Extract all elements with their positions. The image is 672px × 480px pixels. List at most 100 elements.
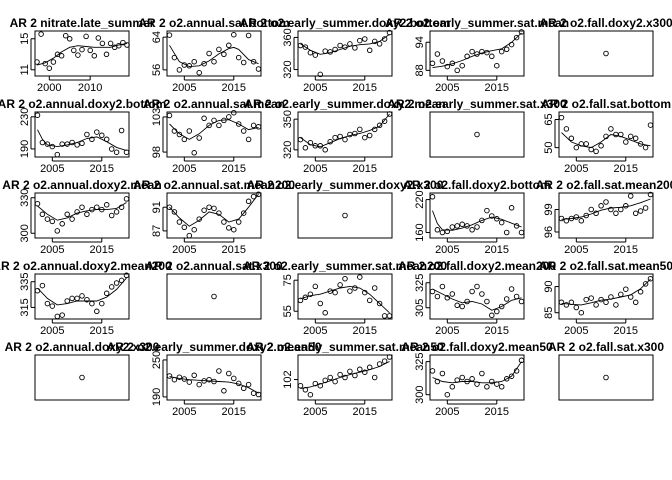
data-point <box>94 129 100 135</box>
data-point <box>444 228 451 235</box>
data-point <box>573 144 580 151</box>
data-point <box>376 361 383 367</box>
data-point <box>449 291 456 297</box>
x-tick-label: 2005 <box>435 325 459 337</box>
data-point <box>59 312 65 318</box>
data-point <box>302 145 309 151</box>
data-point <box>623 203 629 209</box>
data-point <box>71 47 77 54</box>
data-point <box>464 378 470 385</box>
data-point <box>312 283 319 290</box>
y-tick-label: 15 <box>19 33 31 45</box>
data-point <box>79 293 85 299</box>
x-tick-label: 2015 <box>614 163 638 175</box>
x-tick-label: 2015 <box>353 163 377 175</box>
data-point <box>513 223 520 229</box>
data-point <box>381 36 388 42</box>
data-point <box>191 58 197 65</box>
panel-frame <box>297 30 393 77</box>
panel-title: AR 2 o2.annual.doxy2.bottom <box>0 97 166 111</box>
panel-frame <box>166 273 262 320</box>
data-point <box>166 373 173 379</box>
panel-frame <box>34 354 130 401</box>
data-point <box>568 135 575 142</box>
panel-title: AR 2 o2.early_summer.doxy2.mean50 <box>107 340 322 354</box>
data-point <box>297 382 304 389</box>
data-point <box>474 131 480 138</box>
data-point <box>50 59 57 65</box>
data-point <box>108 146 115 152</box>
data-point <box>226 42 232 49</box>
data-point <box>113 209 120 215</box>
data-point <box>245 198 252 205</box>
data-point <box>240 385 247 392</box>
panel-15: AR 2 o2.fall.sat.mean200 96 99 2005 2015 <box>536 178 672 256</box>
data-point <box>342 374 348 381</box>
data-point <box>484 298 490 305</box>
data-point <box>123 196 130 202</box>
panel-frame <box>429 111 525 158</box>
data-point <box>618 206 624 213</box>
data-point <box>171 209 178 215</box>
data-point <box>337 133 343 140</box>
x-tick-label: 2005 <box>172 406 196 418</box>
data-point <box>176 67 183 73</box>
data-point <box>181 62 188 68</box>
data-point <box>206 376 212 383</box>
data-point <box>357 366 363 373</box>
data-point <box>588 146 594 153</box>
data-point <box>376 122 383 129</box>
panel-title: AR 2 o2.early_summer.sat.mean <box>385 16 569 30</box>
data-point <box>449 224 456 230</box>
data-point <box>46 65 53 71</box>
data-point <box>429 368 436 374</box>
data-point <box>508 205 515 211</box>
data-point <box>479 370 485 377</box>
trend-line <box>432 288 522 311</box>
data-point <box>91 53 98 59</box>
data-point <box>99 40 106 47</box>
data-point <box>434 227 441 233</box>
data-point <box>573 304 580 311</box>
data-point <box>623 139 629 145</box>
x-tick-label: 2000 <box>37 82 61 94</box>
data-point <box>58 53 65 59</box>
data-point <box>366 297 373 304</box>
data-point <box>206 204 212 210</box>
data-point <box>347 368 353 375</box>
y-tick-label: 64 <box>151 31 163 43</box>
y-tick-label: 320 <box>282 60 294 78</box>
data-point <box>49 303 56 309</box>
y-tick-label: 325 <box>414 352 426 370</box>
data-point <box>337 371 343 378</box>
y-tick-label: 335 <box>19 273 31 291</box>
data-point <box>513 368 520 374</box>
panel-title: AR 2 o2.fall.sat.mean200 <box>536 178 672 192</box>
data-point <box>99 132 105 139</box>
data-point <box>508 41 515 48</box>
panel-title: AR 2 nitrate.late_summer <box>10 16 155 30</box>
data-point <box>201 60 207 67</box>
data-point <box>34 287 41 294</box>
panel-20: AR 2 o2.fall.sat.mean50 85 90 2005 2015 <box>539 259 672 337</box>
x-tick-label: 2005 <box>172 82 196 94</box>
data-point <box>206 122 212 129</box>
data-point <box>583 212 589 219</box>
y-tick-label: 220 <box>414 190 426 208</box>
x-tick-label: 2015 <box>90 244 114 256</box>
data-point <box>79 46 85 53</box>
data-point <box>479 217 485 224</box>
data-point <box>459 374 465 381</box>
data-point <box>583 141 589 147</box>
panel-21: AR 2 o2.annual.doxy2.x300 <box>5 340 160 401</box>
data-point <box>376 41 383 47</box>
data-point <box>196 135 202 141</box>
data-point <box>613 210 619 217</box>
data-point <box>99 206 105 213</box>
data-point <box>439 370 446 377</box>
data-point <box>221 388 227 394</box>
data-point <box>513 293 520 300</box>
data-point <box>342 44 348 50</box>
data-point <box>386 29 393 36</box>
